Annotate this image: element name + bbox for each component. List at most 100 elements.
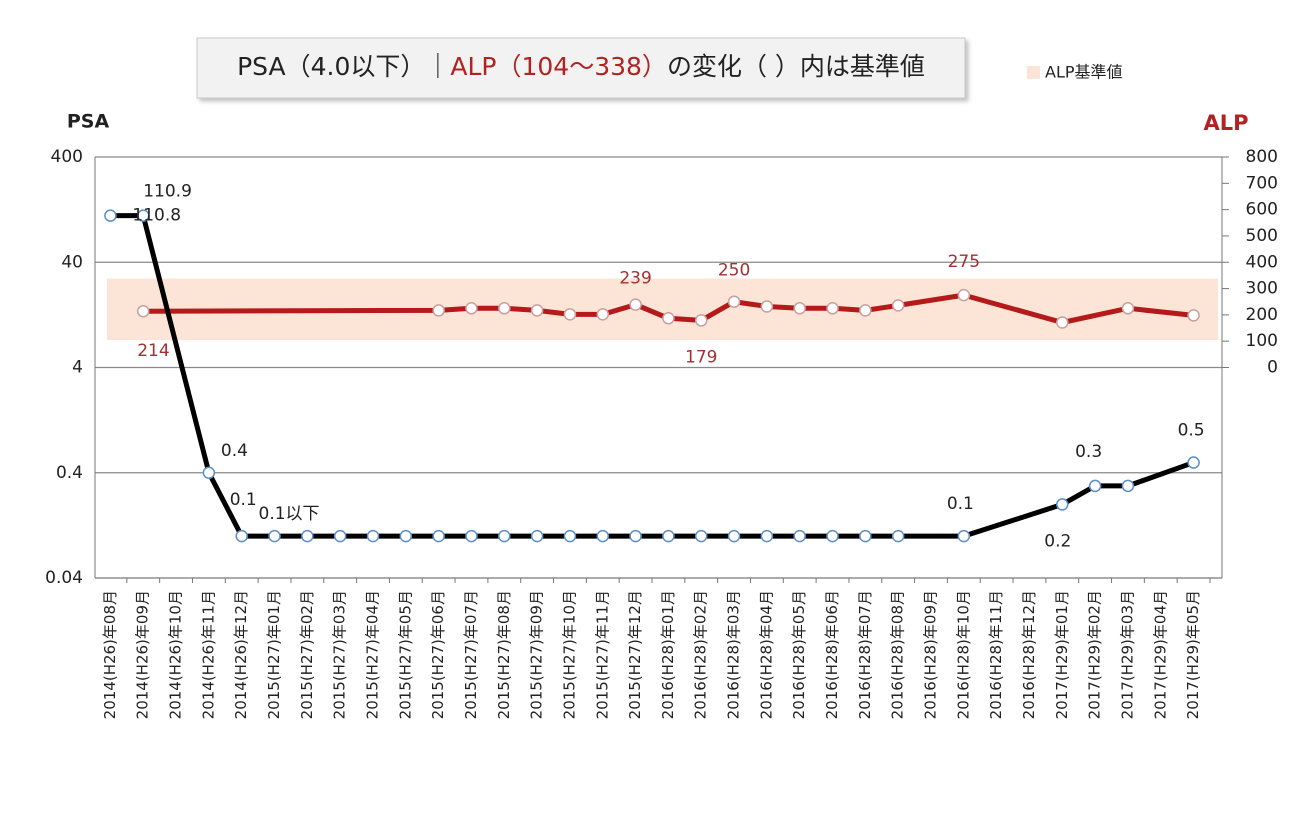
title-part: の変化（ ）内は基準値: [667, 52, 925, 81]
x-tick-label: 2015(H27)年06月: [429, 590, 447, 719]
data-point: [366, 529, 380, 543]
x-tick-label: 2014(H26)年11月: [199, 590, 217, 719]
data-point: [957, 529, 971, 543]
data-point: [859, 529, 872, 543]
y2-tick-label: 800: [1246, 147, 1278, 167]
x-tick-label: 2016(H28)年02月: [692, 590, 710, 719]
legend-swatch: [1027, 66, 1040, 79]
x-tick-label: 2016(H28)年12月: [1020, 590, 1038, 719]
x-tick-label: 2015(H27)年08月: [495, 590, 513, 719]
title-box: [196, 37, 966, 99]
x-tick-label: 2017(H29)年04月: [1151, 590, 1169, 719]
data-label: 239: [619, 269, 651, 289]
data-point: [662, 529, 675, 543]
chart-title: PSA（4.0以下）｜ALP（104～338）の変化（ ）内は基準値: [237, 52, 925, 81]
data-point: [629, 529, 642, 543]
data-label: 110.9: [143, 182, 192, 202]
x-tick-label: 2015(H27)年02月: [298, 590, 316, 719]
y2-tick-label: 400: [1246, 252, 1278, 272]
data-point: [596, 308, 610, 321]
data-point: [793, 529, 806, 543]
data-point: [136, 209, 150, 222]
data-point: [727, 529, 741, 543]
x-tick-label: 2017(H29)年03月: [1118, 590, 1136, 719]
y2-tick-label: 500: [1246, 226, 1278, 246]
title-part: PSA（4.0以下）｜: [237, 52, 450, 81]
x-tick-label: 2015(H27)年01月: [265, 590, 283, 719]
data-label: 0.4: [221, 441, 248, 461]
x-tick-label: 2016(H28)年01月: [659, 590, 677, 719]
data-point: [563, 308, 577, 321]
data-point: [1121, 302, 1135, 315]
data-label: 214: [137, 341, 169, 361]
data-label: 0.1以下: [259, 504, 320, 524]
data-point: [793, 302, 806, 315]
x-tick-label: 2015(H27)年05月: [396, 590, 414, 719]
data-point: [859, 304, 872, 317]
y-tick-label: 400: [51, 147, 83, 167]
x-tick-label: 2016(H28)年03月: [725, 590, 743, 719]
y-tick-label: 0.04: [45, 568, 83, 588]
data-point: [465, 529, 478, 543]
x-tick-label: 2014(H26)年12月: [232, 590, 250, 719]
y2-tick-label: 300: [1246, 279, 1278, 299]
y2-tick-label: 700: [1246, 173, 1278, 193]
data-label: 275: [948, 252, 980, 272]
x-tick-label: 2017(H29)年05月: [1184, 590, 1202, 719]
data-point: [760, 300, 774, 313]
data-point: [498, 529, 511, 543]
data-label: 0.3: [1075, 442, 1102, 462]
data-point: [1187, 309, 1200, 322]
data-point: [826, 302, 839, 315]
y2-tick-label: 0: [1267, 358, 1278, 378]
data-point: [1056, 316, 1069, 329]
y-axis-title: PSA: [67, 111, 110, 133]
data-point: [596, 529, 610, 543]
y-tick-label: 4: [72, 358, 83, 378]
data-point: [891, 529, 905, 543]
x-tick-label: 2016(H28)年04月: [757, 590, 775, 719]
data-point: [301, 529, 314, 543]
x-tick-label: 2014(H26)年10月: [167, 590, 185, 719]
x-tick-label: 2016(H28)年11月: [987, 590, 1005, 719]
data-point: [136, 304, 150, 318]
x-tick-label: 2015(H27)年04月: [364, 590, 382, 719]
data-point: [662, 312, 675, 325]
data-label: 0.1: [947, 494, 974, 514]
y2-tick-label: 600: [1246, 200, 1278, 220]
y-tick-label: 40: [61, 252, 83, 272]
x-tick-label: 2016(H28)年05月: [790, 590, 808, 719]
x-tick-label: 2016(H28)年10月: [954, 590, 972, 719]
data-label: 0.5: [1178, 421, 1205, 441]
x-tick-label: 2017(H29)年02月: [1086, 590, 1104, 719]
x-tick-label: 2015(H27)年03月: [331, 590, 349, 719]
data-point: [530, 529, 544, 543]
y2-axis-title: ALP: [1203, 111, 1248, 135]
series-line: [110, 213, 1195, 539]
data-label: 110.8: [132, 206, 181, 226]
data-label: 0.1: [230, 490, 257, 510]
data-point: [1187, 456, 1200, 469]
x-tick-label: 2014(H26)年09月: [134, 590, 152, 719]
data-point: [891, 299, 905, 312]
data-point: [826, 529, 839, 543]
y2-tick-label: 100: [1246, 331, 1278, 351]
data-point: [1121, 479, 1135, 493]
data-point: [399, 529, 413, 543]
x-tick-label: 2016(H28)年07月: [856, 590, 874, 719]
data-point: [432, 529, 445, 543]
x-tick-label: 2015(H27)年11月: [593, 590, 611, 719]
data-point: [1088, 479, 1102, 493]
x-tick-label: 2015(H27)年12月: [626, 590, 644, 719]
data-label: 250: [718, 261, 750, 281]
x-tick-label: 2016(H28)年06月: [823, 590, 841, 719]
x-tick-label: 2017(H29)年01月: [1053, 590, 1071, 719]
x-tick-label: 2016(H28)年09月: [922, 590, 940, 719]
data-point: [432, 304, 445, 317]
x-tick-label: 2015(H27)年07月: [462, 590, 480, 719]
data-point: [727, 295, 741, 308]
data-point: [202, 466, 216, 479]
x-tick-label: 2015(H27)年10月: [560, 590, 578, 719]
data-point: [465, 302, 478, 315]
data-point: [760, 529, 774, 543]
